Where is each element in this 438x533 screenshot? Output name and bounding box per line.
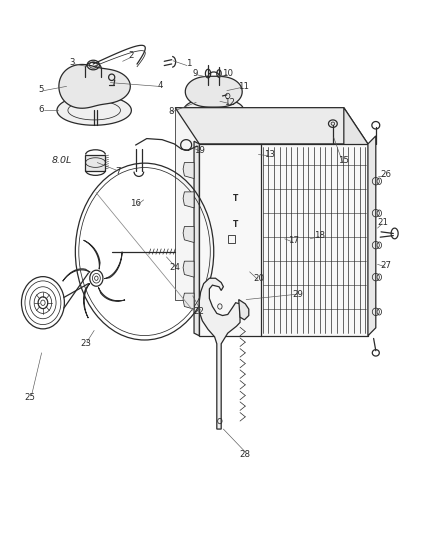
- Polygon shape: [368, 136, 376, 336]
- Polygon shape: [199, 144, 368, 336]
- Text: 27: 27: [380, 261, 391, 270]
- Polygon shape: [199, 278, 240, 429]
- Text: 28: 28: [239, 450, 250, 458]
- Polygon shape: [183, 227, 194, 243]
- Text: 13: 13: [264, 150, 275, 159]
- Polygon shape: [175, 108, 344, 300]
- Polygon shape: [68, 101, 120, 120]
- Text: 8.0L: 8.0L: [52, 157, 72, 165]
- Polygon shape: [185, 76, 242, 107]
- Text: 2: 2: [129, 52, 134, 60]
- Text: 6: 6: [39, 105, 44, 114]
- Text: 20: 20: [253, 274, 264, 282]
- Polygon shape: [194, 141, 199, 336]
- Polygon shape: [239, 300, 249, 320]
- Text: 12: 12: [224, 98, 236, 107]
- Polygon shape: [183, 163, 194, 179]
- Polygon shape: [99, 287, 125, 301]
- Text: T: T: [233, 221, 238, 229]
- Text: 17: 17: [288, 237, 299, 245]
- Polygon shape: [175, 108, 368, 144]
- Text: 23: 23: [80, 340, 91, 348]
- Text: 25: 25: [24, 393, 35, 401]
- Text: 7: 7: [116, 167, 121, 176]
- Polygon shape: [184, 98, 244, 122]
- Polygon shape: [104, 252, 122, 279]
- Text: T: T: [233, 194, 238, 203]
- Polygon shape: [59, 64, 131, 108]
- Text: 9: 9: [192, 69, 198, 78]
- Polygon shape: [84, 240, 100, 269]
- Text: 1: 1: [186, 60, 191, 68]
- Text: 4: 4: [157, 81, 162, 90]
- Text: 26: 26: [380, 171, 391, 179]
- Text: 3: 3: [70, 59, 75, 67]
- Text: 15: 15: [338, 157, 350, 165]
- Text: 29: 29: [293, 290, 303, 298]
- Polygon shape: [183, 293, 194, 309]
- Text: 16: 16: [130, 199, 141, 208]
- Text: 21: 21: [378, 219, 389, 227]
- Polygon shape: [183, 261, 194, 277]
- Text: 19: 19: [194, 146, 205, 155]
- Polygon shape: [84, 284, 90, 318]
- Text: 5: 5: [39, 85, 44, 94]
- Text: 11: 11: [237, 82, 249, 91]
- Polygon shape: [63, 269, 90, 281]
- Polygon shape: [183, 192, 194, 208]
- Polygon shape: [85, 155, 105, 171]
- Polygon shape: [344, 108, 368, 336]
- Text: 10: 10: [222, 69, 233, 78]
- Polygon shape: [57, 95, 131, 125]
- Text: 8: 8: [168, 108, 173, 116]
- Text: 22: 22: [194, 308, 205, 316]
- Text: 18: 18: [314, 231, 325, 240]
- Text: 24: 24: [170, 263, 181, 272]
